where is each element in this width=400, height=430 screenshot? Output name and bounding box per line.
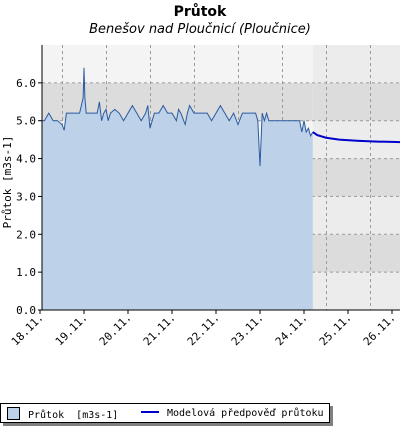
chart-title: Průtok xyxy=(173,4,227,20)
y-tick-label: 1.0 xyxy=(16,266,36,279)
observed-line xyxy=(42,67,314,167)
forecast-band xyxy=(312,82,400,121)
y-ticks: 0.0 1.0 2.0 3.0 4.0 5.0 6.0 xyxy=(16,77,42,317)
legend-item-observed: Průtok [m3s-1] xyxy=(7,407,118,421)
history-band xyxy=(42,45,313,83)
forecast-line xyxy=(312,131,400,144)
y-tick-label: 5.0 xyxy=(16,115,36,128)
legend-swatch-observed xyxy=(7,407,20,420)
x-tick-label: 26.11. xyxy=(361,311,398,348)
series-layer xyxy=(42,67,400,310)
legend-item-forecast: Modelová předpověď průtoku xyxy=(141,407,324,421)
x-tick-label: 23.11. xyxy=(229,311,266,348)
x-tick-label: 22.11. xyxy=(185,311,222,348)
y-tick-label: 0.0 xyxy=(16,304,36,317)
forecast-band xyxy=(312,45,400,83)
chart-subtitle: Benešov nad Ploučnicí (Ploučnice) xyxy=(89,22,311,37)
y-tick-label: 6.0 xyxy=(16,77,36,90)
observed-area xyxy=(42,67,313,310)
flow-chart: 0.0 1.0 2.0 3.0 4.0 5.0 6.0 18.11. 19.11. 20.11.… xyxy=(1,45,400,348)
x-tick-label: 24.11. xyxy=(273,311,310,348)
forecast-band xyxy=(312,120,400,159)
forecast-band xyxy=(312,196,400,235)
x-tick-label: 19.11. xyxy=(53,311,90,348)
y-axis-label: Průtok [m3s-1] xyxy=(1,136,14,229)
legend-unit-observed: [m3s-1] xyxy=(76,410,119,421)
forecast-band xyxy=(312,234,400,273)
y-tick-label: 2.0 xyxy=(16,228,36,241)
y-tick-label: 4.0 xyxy=(16,153,36,166)
y-tick-label: 3.0 xyxy=(16,190,36,203)
x-tick-label: 25.11. xyxy=(317,311,354,348)
legend-line-forecast xyxy=(141,411,159,413)
legend-label-forecast: Modelová předpověď průtoku xyxy=(167,408,324,419)
forecast-band xyxy=(312,272,400,310)
forecast-band xyxy=(312,158,400,197)
x-ticks: 18.11. 19.11. 20.11. 21.11. 22.11. 23.11. 24.1… xyxy=(9,310,398,348)
axes xyxy=(41,45,400,311)
legend-label-observed: Průtok xyxy=(28,410,65,421)
legend: Průtok [m3s-1] Modelová předpověď průtok… xyxy=(0,403,330,423)
x-tick-label: 20.11. xyxy=(97,311,134,348)
x-tick-label: 21.11. xyxy=(141,311,178,348)
